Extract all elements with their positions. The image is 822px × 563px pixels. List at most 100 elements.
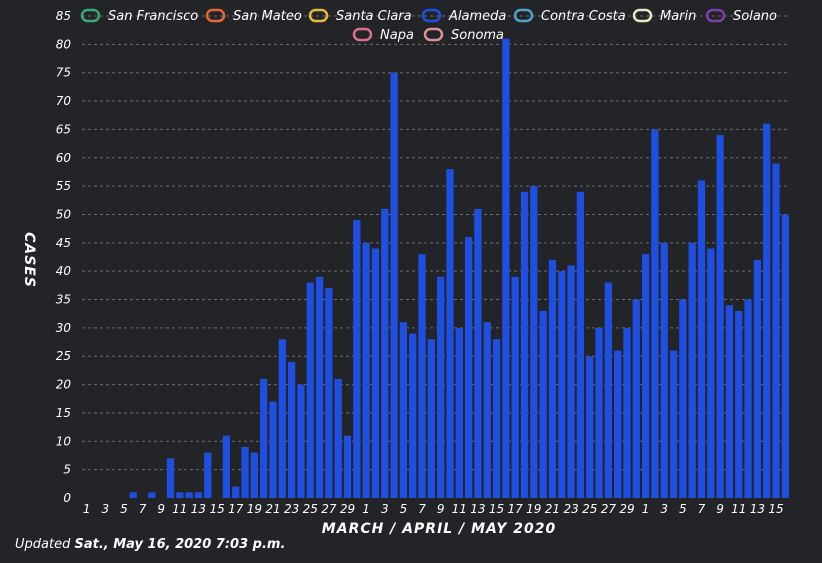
bar [558, 271, 566, 498]
bar [632, 299, 640, 498]
legend-label: Sonoma [451, 28, 504, 43]
x-tick-label: 29 [340, 502, 355, 516]
x-tick-label: 3 [101, 502, 109, 516]
legend-swatch [205, 8, 226, 23]
bar [260, 378, 268, 498]
bar [269, 401, 277, 498]
bar [548, 259, 557, 498]
x-tick-label: 1 [362, 502, 370, 516]
bar [129, 492, 137, 498]
legend-item[interactable]: Alameda [421, 8, 506, 24]
x-axis-title: MARCH / APRIL / MAY 2020 [322, 521, 556, 537]
bar [520, 191, 529, 498]
legend-item[interactable]: San Francisco [80, 8, 198, 24]
legend-label: Napa [380, 28, 414, 43]
bar [334, 378, 342, 498]
bar [315, 276, 324, 498]
legend-item[interactable]: Napa [352, 27, 414, 43]
x-tick-label: 17 [508, 502, 524, 516]
x-tick-label: 9 [157, 502, 165, 516]
legend-item[interactable]: San Mateo [205, 8, 302, 24]
y-tick-label: 25 [56, 349, 71, 363]
y-tick-label: 10 [56, 434, 72, 448]
x-tick-label: 5 [120, 502, 128, 516]
legend-item[interactable]: Santa Clara [308, 8, 412, 24]
bar [697, 180, 706, 498]
bar [232, 486, 240, 498]
bar [427, 339, 435, 498]
y-tick-label: 15 [56, 406, 71, 420]
legend-item[interactable]: Sonoma [423, 27, 504, 43]
bar [530, 186, 538, 498]
x-tick-label: 3 [660, 502, 668, 516]
x-tick-label: 11 [452, 502, 467, 516]
bar [725, 305, 734, 498]
bar [669, 350, 678, 498]
x-tick-label: 19 [247, 502, 262, 516]
legend-swatch [423, 27, 444, 42]
y-tick-label: 70 [56, 94, 72, 108]
y-tick-label: 85 [56, 9, 71, 23]
bar [409, 333, 417, 498]
legend-label: Contra Costa [541, 9, 626, 24]
bar [604, 282, 612, 498]
y-tick-label: 30 [56, 321, 72, 335]
bar [437, 276, 445, 498]
legend-item[interactable]: Solano [705, 8, 777, 24]
x-tick-label: 7 [698, 502, 706, 516]
y-axis-ticks: 0 5 10 15 20 25 30 35 40 45 50 55 60 65 70 75 80 85 [56, 9, 72, 505]
bar [399, 322, 408, 498]
legend-swatch [308, 8, 329, 23]
legend-swatch [421, 8, 442, 23]
bar [763, 123, 771, 498]
bar [464, 237, 473, 498]
x-tick-label: 13 [470, 502, 485, 516]
y-tick-label: 35 [56, 293, 71, 307]
x-tick-label: 11 [172, 502, 187, 516]
bar [781, 214, 789, 498]
bar [641, 254, 650, 498]
bar [567, 265, 575, 498]
bar [772, 163, 780, 498]
y-tick-label: 45 [56, 236, 71, 250]
y-tick-label: 50 [56, 207, 72, 221]
bar [614, 350, 622, 498]
bar [194, 492, 203, 498]
bar [474, 208, 482, 499]
x-tick-label: 1 [642, 502, 650, 516]
bar [651, 129, 659, 499]
bar [148, 492, 156, 498]
x-tick-label: 25 [582, 502, 597, 516]
bar [241, 446, 249, 498]
bar [753, 259, 762, 498]
bar [371, 248, 380, 498]
x-tick-label: 5 [679, 502, 687, 516]
x-tick-label: 9 [716, 502, 724, 516]
legend-swatch [705, 8, 726, 23]
y-tick-label: 65 [56, 122, 71, 136]
x-tick-label: 25 [303, 502, 318, 516]
bars [129, 38, 789, 499]
bar [502, 38, 510, 499]
y-tick-label: 0 [63, 491, 71, 505]
bar [492, 339, 501, 498]
bar [390, 72, 398, 499]
legend-item[interactable]: Contra Costa [513, 8, 626, 24]
bar [250, 452, 258, 498]
x-tick-label: 3 [381, 502, 389, 516]
bar [325, 288, 333, 498]
legend-swatch [632, 8, 653, 23]
bar [353, 220, 361, 498]
y-tick-label: 40 [56, 264, 72, 278]
update-date: Sat., May 16, 2020 7:03 p.m. [74, 537, 286, 552]
x-tick-label: 17 [228, 502, 244, 516]
bar [418, 254, 426, 498]
legend-swatch [352, 27, 373, 42]
x-tick-label: 1 [83, 502, 91, 516]
y-tick-label: 5 [63, 463, 71, 477]
y-axis-title: CASES [21, 232, 37, 288]
bar [343, 435, 352, 498]
update-prefix: Updated [15, 537, 75, 552]
legend-item[interactable]: Marin [632, 8, 696, 24]
bar [176, 492, 184, 498]
